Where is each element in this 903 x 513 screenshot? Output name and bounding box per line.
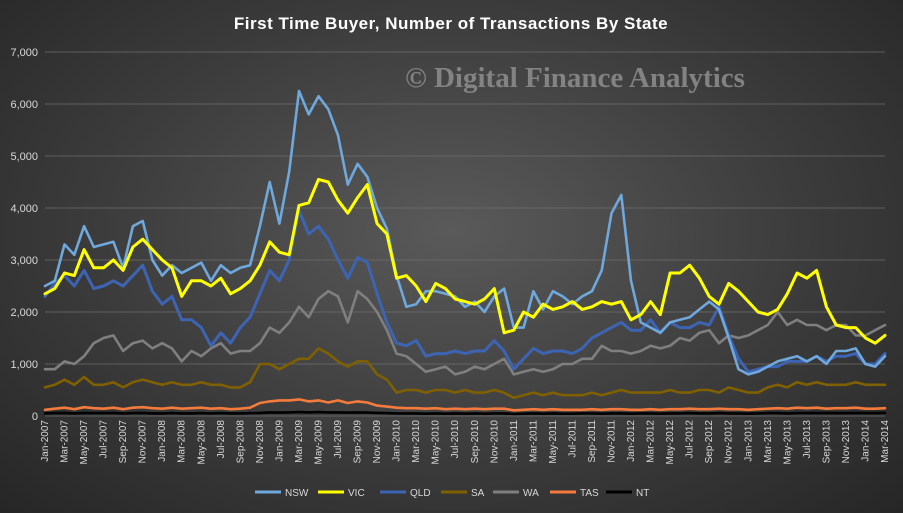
gridlines [45,51,885,417]
legend-item-wa: WA [493,488,539,499]
x-tick-label: Nov-2010 [489,420,500,464]
x-tick-label: Nov-2011 [607,420,618,463]
x-tick-label: Jul-2007 [99,420,110,459]
series-line-qld [43,209,887,374]
y-tick-label: 6,000 [10,99,38,111]
x-tick-label: May-2011 [548,420,559,464]
x-tick-label: Nov-2009 [372,420,383,464]
x-tick-label: May-2009 [313,420,324,465]
x-tick-label: Mar-2010 [411,420,422,463]
legend-label: SA [471,488,485,499]
legend-label: QLD [410,488,431,499]
legend-label: NT [636,488,649,499]
x-tick-label: Jan-2013 [743,420,754,462]
x-tick-label: Mar-2007 [60,420,71,463]
legend-item-sa: SA [441,488,485,499]
y-tick-label: 3,000 [10,255,38,267]
legend-item-nsw: NSW [255,488,309,499]
x-tick-label: May-2007 [79,420,90,465]
x-tick-label: Mar-2008 [177,420,188,463]
x-tick-label: Jul-2008 [216,420,227,459]
series-line-wa [43,289,887,376]
series-line-vic [43,177,887,345]
x-axis-ticks: Jan-2007 Mar-2007 May-2007 Jul-2007 Sep-2007… [40,420,891,465]
y-tick-label: 7,000 [10,47,38,59]
legend-item-nt: NT [606,488,649,499]
x-tick-label: Sep-2013 [821,420,832,464]
x-tick-label: Nov-2008 [255,420,266,464]
series-line-tas [43,398,887,412]
x-tick-label: Sep-2007 [118,420,129,464]
y-tick-label: 5,000 [10,151,38,163]
x-tick-label: Mar-2011 [528,420,539,462]
x-tick-label: Sep-2009 [353,420,364,464]
y-axis-ticks: 0 1,000 2,000 3,000 4,000 5,000 6,000 7,000 [10,47,38,423]
legend-label: VIC [348,488,365,499]
x-tick-label: Jan-2008 [157,420,168,462]
chart-title: First Time Buyer, Number of Transactions… [234,14,668,33]
x-tick-label: Jan-2014 [860,420,871,462]
x-tick-label: Sep-2010 [470,420,481,464]
y-tick-label: 0 [32,411,38,423]
x-tick-label: Jan-2011 [509,420,520,461]
x-tick-label: Mar-2013 [763,420,774,463]
x-tick-label: Mar-2009 [294,420,305,463]
legend-label: TAS [580,488,599,499]
x-tick-label: Mar-2012 [646,420,657,463]
series-lines [43,89,887,416]
legend-item-tas: TAS [550,488,599,499]
legend: NSW VIC QLD SA WA TAS NT [255,488,649,499]
y-tick-label: 1,000 [10,359,38,371]
series-line-nsw [43,89,887,376]
legend-item-vic: VIC [318,488,365,499]
series-line-nt [43,410,887,416]
x-tick-label: Jan-2010 [392,420,403,462]
x-tick-label: Jul-2009 [333,420,344,459]
series-line-sa [43,347,887,400]
x-tick-label: May-2010 [431,420,442,465]
legend-label: WA [523,488,539,499]
x-tick-label: Sep-2012 [704,420,715,464]
x-tick-label: Nov-2013 [841,420,852,464]
x-tick-label: Sep-2011 [587,420,598,463]
x-tick-label: Jul-2010 [450,420,461,459]
x-tick-label: May-2012 [665,420,676,465]
legend-item-qld: QLD [380,488,431,499]
x-tick-label: Jul-2011 [567,420,578,458]
x-tick-label: Jan-2007 [40,420,51,462]
x-tick-label: Mar-2014 [880,420,891,463]
x-tick-label: May-2008 [196,420,207,465]
x-tick-label: Jul-2012 [685,420,696,459]
legend-label: NSW [285,488,309,499]
x-tick-label: May-2013 [782,420,793,465]
x-tick-label: Jan-2012 [626,420,637,462]
x-tick-label: Jan-2009 [274,420,285,462]
x-tick-label: Sep-2008 [235,420,246,464]
watermark-text: © Digital Finance Analytics [405,62,745,94]
x-tick-label: Jul-2013 [802,420,813,459]
x-tick-label: Nov-2012 [724,420,735,464]
y-tick-label: 4,000 [10,203,38,215]
x-tick-label: Nov-2007 [138,420,149,464]
y-tick-label: 2,000 [10,307,38,319]
